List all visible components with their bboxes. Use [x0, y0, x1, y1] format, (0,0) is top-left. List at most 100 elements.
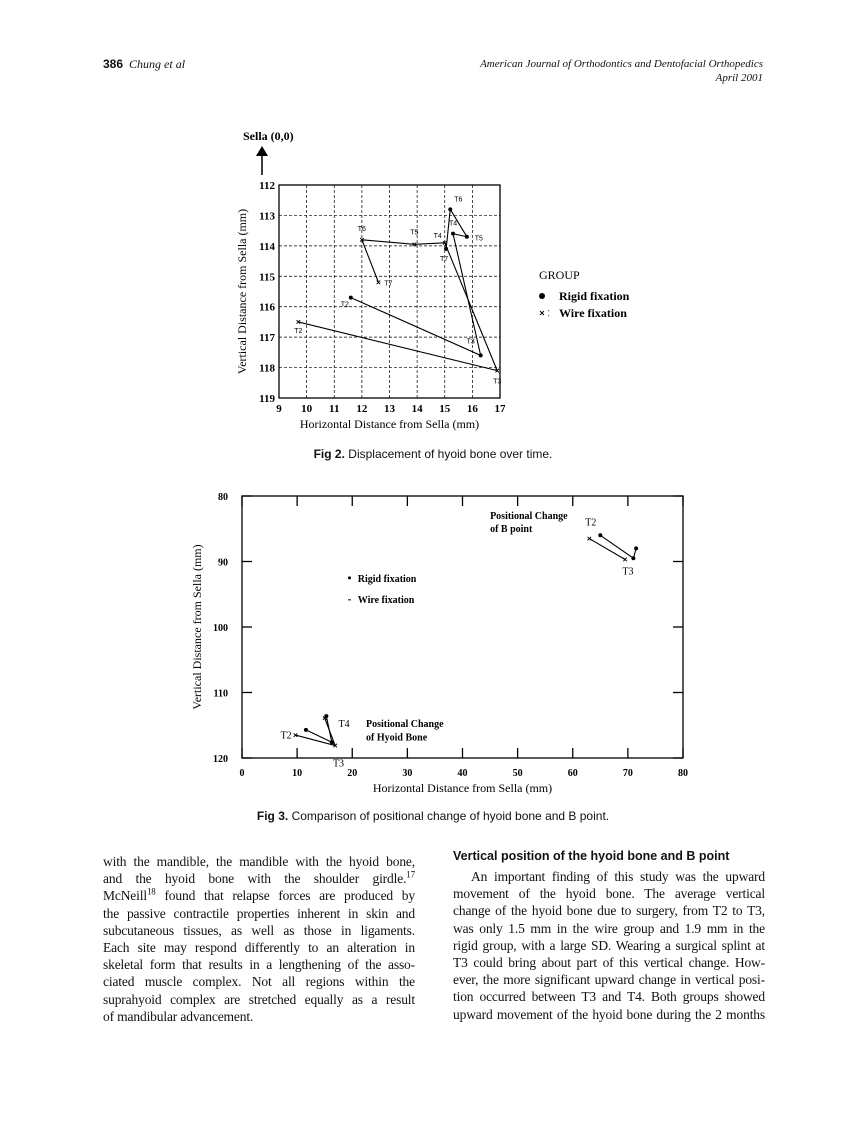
- text-line: skeletal form that results in a lengthen…: [103, 957, 415, 973]
- text-line: ever, the more significant upward change…: [453, 972, 765, 988]
- text-line: tion occurred between T3 and T4. Both gr…: [453, 989, 765, 1005]
- y-tick-label: 110: [214, 689, 228, 700]
- text-line: McNeill18 found that relapse forces are …: [103, 886, 415, 904]
- data-point-rigid: [478, 353, 483, 358]
- point-label: T4: [338, 719, 349, 730]
- text-line: with the mandible, the mandible with the…: [103, 854, 415, 869]
- legend-title: GROUP: [539, 268, 580, 282]
- section-heading: Vertical position of the hyoid bone and …: [453, 849, 730, 863]
- data-point-rigid: [631, 556, 636, 561]
- annotation-hyoid: of Hyoid Bone: [366, 732, 428, 743]
- y-tick-label: 119: [259, 393, 275, 405]
- data-point-wire: [293, 732, 298, 738]
- origin-label: Sella (0,0): [243, 129, 294, 143]
- text-line: of mandibular advancement.: [103, 1008, 254, 1024]
- point-label: T3: [467, 338, 475, 345]
- point-label: T3: [622, 567, 633, 578]
- fig2-caption-text: Displacement of hyoid bone over time.: [348, 447, 553, 461]
- text-line: T3 could bring about part of this vertic…: [453, 954, 765, 970]
- legend-label-wire: Wire fixation: [559, 306, 627, 320]
- data-point-rigid: [448, 207, 453, 212]
- legend-label-wire: Wire fixation: [358, 595, 415, 606]
- running-header-left: 386 Chung et al: [103, 57, 185, 72]
- legend-marker-rigid: [347, 576, 351, 580]
- annotation-b-point: Positional Change: [490, 511, 568, 522]
- x-tick-label: 10: [292, 768, 302, 779]
- arrow-up-icon: [256, 146, 268, 156]
- series-line-wire-fixation: [589, 538, 626, 561]
- fig3-caption-text: Comparison of positional change of hyoid…: [291, 809, 610, 823]
- y-tick-label: 118: [259, 363, 275, 375]
- running-header-right: American Journal of Orthodontics and Den…: [480, 57, 763, 85]
- point-label: T5: [475, 236, 483, 243]
- point-label: T7: [440, 256, 448, 263]
- text-line: ciated muscle complex. Not all regions w…: [103, 974, 415, 990]
- issue-date: April 2001: [715, 72, 763, 84]
- text-line: subcutaneous tissues, as well as those i…: [103, 922, 415, 938]
- legend-marker-colon: [548, 310, 550, 312]
- y-tick-label: 116: [259, 302, 275, 314]
- text-line: Each site may respond differently to an …: [103, 939, 415, 955]
- point-label: T6: [358, 226, 366, 233]
- y-tick-label: 100: [213, 623, 228, 634]
- point-label: T3: [493, 379, 501, 386]
- point-label: T2: [585, 517, 596, 528]
- point-label: T6: [454, 196, 462, 203]
- y-tick-label: 115: [259, 271, 275, 283]
- right-column: Vertical position of the hyoid bone and …: [453, 848, 765, 1023]
- x-tick-label: 10: [301, 403, 313, 415]
- text-line: suprahyoid complex are stretched equally…: [103, 991, 415, 1007]
- text-line: change of the hyoid bone due to surgery,…: [453, 903, 765, 919]
- y-axis-label: Vertical Distance from Sella (mm): [190, 544, 204, 709]
- point-label: T3: [333, 759, 344, 770]
- data-point-rigid: [303, 727, 308, 732]
- text-line: upward movement of the hyoid bone during…: [453, 1006, 765, 1022]
- data-point-rigid: [329, 740, 334, 745]
- y-tick-label: 120: [213, 754, 228, 765]
- text-line: rigid group, with a large SD. Wearing a …: [453, 937, 765, 953]
- series-line-rigid-fixation: [599, 534, 637, 560]
- y-tick-label: 112: [259, 180, 275, 192]
- legend-label-rigid: Rigid fixation: [358, 574, 417, 585]
- y-tick-label: 117: [259, 332, 275, 344]
- data-point-wire: [322, 715, 327, 721]
- point-label: T5: [410, 229, 418, 236]
- text-line: the passive contractile properties inher…: [103, 905, 415, 921]
- x-tick-label: 13: [384, 403, 396, 415]
- text-line: An important finding of this study was t…: [471, 869, 765, 884]
- data-point-rigid: [634, 546, 639, 551]
- text-line: and the hyoid bone with the shoulder gir…: [103, 869, 415, 887]
- data-point-wire: [333, 743, 338, 748]
- data-point-wire: [587, 536, 592, 541]
- x-tick-label: 17: [495, 403, 507, 415]
- reference-18: 18: [146, 886, 156, 897]
- data-point-wire: [412, 242, 417, 247]
- legend-marker-colon: [548, 315, 550, 317]
- fig3-caption-label: Fig 3.: [256, 809, 289, 823]
- data-point-wire: [442, 240, 447, 245]
- authors: Chung et al: [129, 57, 186, 71]
- y-tick-label: 113: [259, 210, 275, 222]
- left-column: with the mandible, the mandible with the…: [103, 853, 415, 1025]
- series-line-wire-fixation: [298, 239, 499, 372]
- x-tick-label: 80: [678, 768, 688, 779]
- page-number: 386: [103, 57, 124, 71]
- y-tick-label: 80: [218, 492, 228, 503]
- point-label: T7: [384, 280, 392, 287]
- annotation-b-point: of B point: [490, 524, 533, 535]
- x-tick-label: 11: [329, 403, 339, 415]
- y-axis-label: Vertical Distance from Sella (mm): [235, 209, 249, 374]
- x-tick-label: 0: [240, 768, 245, 779]
- data-point-rigid: [348, 295, 353, 300]
- x-tick-label: 16: [467, 403, 479, 415]
- x-tick-label: 40: [458, 768, 468, 779]
- data-point-wire: [376, 280, 381, 285]
- data-point-wire: [359, 237, 364, 242]
- x-tick-label: 30: [402, 768, 412, 779]
- y-tick-label: 114: [259, 241, 275, 253]
- x-tick-label: 60: [568, 768, 578, 779]
- data-point-rigid: [464, 234, 469, 239]
- annotation-hyoid: Positional Change: [366, 719, 444, 730]
- fig2-caption-label: Fig 2.: [313, 447, 345, 461]
